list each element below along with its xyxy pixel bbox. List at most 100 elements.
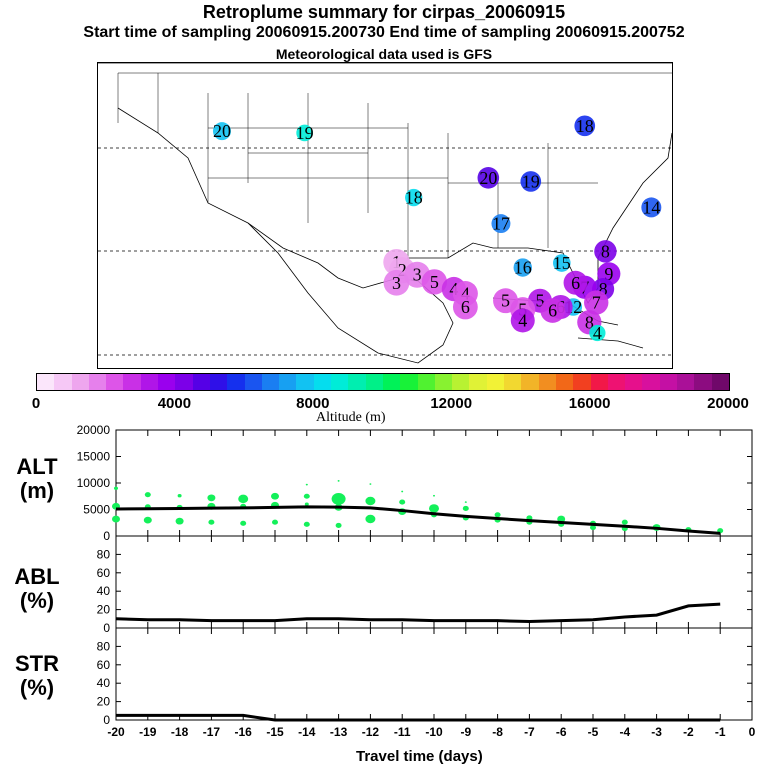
marker-dot <box>491 214 511 234</box>
altitude-point <box>331 492 346 505</box>
marker-label: 8 <box>601 241 610 261</box>
y-tick-label: 80 <box>97 547 111 561</box>
colorbar-swatch <box>209 374 228 390</box>
marker-dot <box>296 124 313 142</box>
marker-dot <box>513 258 532 277</box>
altitude-point <box>272 519 278 525</box>
altitude-point <box>464 501 467 503</box>
y-tick-label: 60 <box>97 566 111 580</box>
y-tick-label: 5000 <box>83 503 110 517</box>
colorbar-swatch <box>555 374 574 390</box>
marker-label: 5 <box>501 291 510 311</box>
y-tick-label: 20000 <box>77 423 111 437</box>
y-tick-label: 20 <box>97 603 111 617</box>
y-tick-label: 0 <box>103 529 110 543</box>
colorbar-swatch <box>417 374 435 390</box>
panel-frame <box>115 627 753 721</box>
altitude-point <box>112 515 120 523</box>
chart-title: Retroplume summary for cirpas_20060915 <box>202 2 566 22</box>
y-tick-label: 0 <box>103 713 110 727</box>
panel-abl: 0 20 40 60 80 <box>97 535 753 635</box>
marker-dot <box>594 240 617 263</box>
x-tick-label: -13 <box>330 725 348 739</box>
str-line <box>116 713 721 722</box>
colorbar-swatch <box>331 374 349 390</box>
x-tick-label: -14 <box>298 725 316 739</box>
colorbar-tick-label: 8000 <box>296 395 330 412</box>
colorbar-swatch <box>676 374 695 390</box>
colorbar-swatch <box>227 374 245 390</box>
colorbar-swatch <box>106 374 124 390</box>
marker-label: 18 <box>405 188 423 208</box>
marker-dot <box>552 254 571 272</box>
meteorological-data-note: Meteorological data used is GFS <box>275 46 493 62</box>
map-markers: 2019182019181716151489876712656554841233… <box>213 115 662 343</box>
altitude-point <box>303 493 310 499</box>
colorbar-swatch <box>192 374 210 390</box>
map-marker: 6 <box>540 298 565 323</box>
marker-dot <box>383 269 410 296</box>
colorbar-swatch <box>434 374 453 390</box>
altitude-point <box>621 519 628 525</box>
map-marker: 5 <box>421 269 448 295</box>
altitude-point <box>401 490 404 493</box>
colorbar-swatch <box>607 374 626 390</box>
colorbar-swatch <box>348 374 366 390</box>
colorbar-swatch <box>694 374 712 390</box>
colorbar-swatch <box>140 374 159 390</box>
marker-dot <box>452 294 478 320</box>
str-panel-label: STR (%) <box>2 652 72 700</box>
str-label-text: STR (%) <box>15 651 59 700</box>
marker-label: 6 <box>571 273 580 293</box>
marker-label: 19 <box>522 171 540 191</box>
abl-line <box>115 602 721 624</box>
altitude-point <box>208 519 215 525</box>
marker-label: 4 <box>461 284 470 304</box>
altitude-point <box>271 492 279 500</box>
map-marker: 20 <box>213 121 231 141</box>
marker-label: 3 <box>413 265 422 285</box>
x-tick-label: -8 <box>492 725 503 739</box>
marker-dot <box>212 122 231 141</box>
colorbar-tick-label: 20000 <box>707 395 749 412</box>
x-tick-label: -11 <box>394 725 411 739</box>
marker-dot <box>589 324 606 342</box>
marker-dot <box>477 167 500 189</box>
colorbar-swatch <box>71 374 89 390</box>
map-marker: 4 <box>510 308 535 333</box>
colorbar-swatch <box>279 374 297 390</box>
x-tick-label: -12 <box>362 725 380 739</box>
map-marker: 6 <box>452 294 478 320</box>
colorbar-swatch <box>659 374 677 390</box>
x-tick-label: -18 <box>171 725 189 739</box>
altitude-point <box>369 483 372 485</box>
altitude-point <box>143 516 152 524</box>
x-tick-label: -20 <box>107 725 125 739</box>
marker-label: 18 <box>576 116 594 136</box>
marker-label: 4 <box>593 323 602 343</box>
map-marker: 16 <box>513 258 532 278</box>
colorbar-swatch <box>175 374 193 390</box>
map-marker: 8 <box>594 240 617 263</box>
map-marker: 6 <box>563 270 588 295</box>
map-marker: 14 <box>641 197 662 218</box>
colorbar-swatch <box>521 374 539 390</box>
colorbar-swatch <box>244 374 262 390</box>
y-tick-label: 0 <box>103 621 110 635</box>
map-marker: 4 <box>589 323 606 343</box>
y-tick-label: 20 <box>97 695 111 709</box>
altitude-point <box>494 512 501 518</box>
colorbar-tick-label: 12000 <box>430 395 473 412</box>
marker-label: 9 <box>604 264 613 284</box>
marker-label: 8 <box>599 279 608 299</box>
altitude-point <box>207 494 216 502</box>
y-tick-label: 40 <box>97 676 111 690</box>
marker-dot <box>563 270 588 295</box>
x-axis-title: Travel time (days) <box>356 748 483 765</box>
marker-label: 14 <box>642 197 660 217</box>
altitude-colorbar <box>36 373 730 391</box>
x-tick-label: -5 <box>588 725 599 739</box>
x-tick-label: -15 <box>266 725 284 739</box>
colorbar-swatch <box>642 374 660 390</box>
marker-label: 15 <box>553 253 571 273</box>
